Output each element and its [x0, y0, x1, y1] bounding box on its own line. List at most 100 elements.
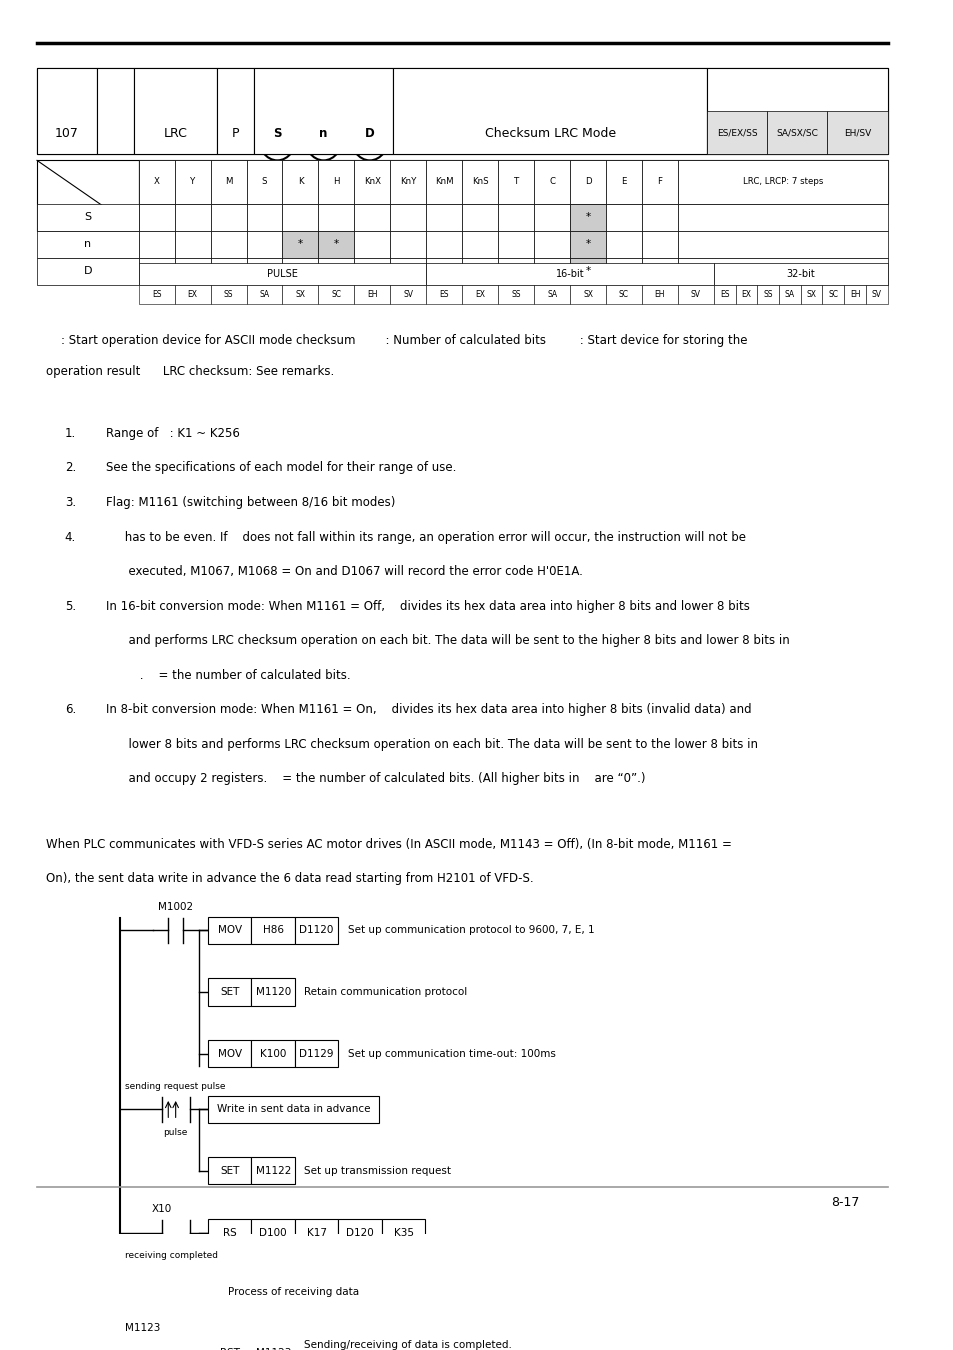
- Text: H: H: [333, 177, 339, 186]
- Bar: [641, 258, 678, 285]
- Text: EX: EX: [475, 290, 485, 298]
- Text: SX: SX: [805, 290, 816, 298]
- Bar: [246, 258, 282, 285]
- Bar: [252, 917, 294, 944]
- Text: ES: ES: [720, 290, 729, 298]
- Bar: [354, 161, 390, 204]
- Text: operation result      LRC checksum: See remarks.: operation result LRC checksum: See remar…: [46, 366, 335, 378]
- Bar: [843, 285, 865, 304]
- Bar: [294, 1040, 338, 1068]
- Bar: [208, 1157, 252, 1184]
- Text: : Start operation device for ASCII mode checksum        : Number of calculated b: : Start operation device for ASCII mode …: [46, 335, 747, 347]
- Text: D120: D120: [346, 1227, 374, 1238]
- Bar: [497, 285, 534, 304]
- Text: SC: SC: [618, 290, 628, 298]
- Text: *: *: [297, 239, 303, 250]
- Text: EH: EH: [367, 290, 377, 298]
- Text: See the specifications of each model for their range of use.: See the specifications of each model for…: [106, 462, 456, 474]
- Bar: [254, 68, 393, 154]
- Bar: [426, 258, 462, 285]
- Text: PULSE: PULSE: [267, 269, 297, 279]
- Bar: [800, 285, 821, 304]
- Text: SV: SV: [871, 290, 881, 298]
- Text: D100: D100: [259, 1227, 287, 1238]
- Text: S: S: [273, 127, 281, 140]
- Text: EX: EX: [188, 290, 197, 298]
- Text: EH/SV: EH/SV: [843, 128, 870, 138]
- Text: ES: ES: [152, 290, 161, 298]
- Text: EH: EH: [849, 290, 860, 298]
- Text: pulse: pulse: [163, 1127, 188, 1137]
- Bar: [426, 231, 462, 258]
- Bar: [318, 285, 354, 304]
- Text: In 16-bit conversion mode: When M1161 = Off,    divides its hex data area into h: In 16-bit conversion mode: When M1161 = …: [106, 599, 749, 613]
- Bar: [208, 1040, 252, 1068]
- Text: Retain communication protocol: Retain communication protocol: [304, 987, 467, 996]
- Bar: [390, 285, 426, 304]
- Bar: [390, 258, 426, 285]
- Bar: [678, 285, 713, 304]
- Bar: [534, 204, 570, 231]
- Text: RS: RS: [223, 1227, 236, 1238]
- Text: S: S: [261, 177, 267, 186]
- Text: LRC, LRCP: 7 steps: LRC, LRCP: 7 steps: [741, 177, 822, 186]
- Text: SV: SV: [403, 290, 413, 298]
- Text: X10: X10: [152, 1204, 172, 1214]
- Bar: [605, 258, 641, 285]
- Bar: [252, 1040, 294, 1068]
- Bar: [208, 1096, 378, 1123]
- Bar: [462, 285, 497, 304]
- Text: SS: SS: [224, 290, 233, 298]
- Bar: [211, 204, 246, 231]
- Bar: [294, 1219, 338, 1246]
- Bar: [678, 204, 886, 231]
- Bar: [37, 68, 886, 111]
- Bar: [641, 204, 678, 231]
- Bar: [338, 1219, 381, 1246]
- Bar: [211, 161, 246, 204]
- Text: KnS: KnS: [472, 177, 488, 186]
- Bar: [138, 285, 174, 304]
- Bar: [174, 204, 211, 231]
- Text: D: D: [584, 177, 591, 186]
- Bar: [426, 285, 462, 304]
- Text: SS: SS: [511, 290, 520, 298]
- Text: Write in sent data in advance: Write in sent data in advance: [216, 1104, 370, 1114]
- Bar: [641, 161, 678, 204]
- Bar: [534, 285, 570, 304]
- Text: K35: K35: [394, 1227, 414, 1238]
- Bar: [534, 231, 570, 258]
- Bar: [390, 161, 426, 204]
- Text: On), the sent data write in advance the 6 data read starting from H2101 of VFD-S: On), the sent data write in advance the …: [46, 872, 534, 886]
- Text: H86: H86: [262, 925, 283, 936]
- Text: 16-bit: 16-bit: [556, 269, 584, 279]
- Bar: [246, 161, 282, 204]
- Text: Sending/receiving of data is completed.: Sending/receiving of data is completed.: [304, 1339, 512, 1350]
- Bar: [318, 204, 354, 231]
- Text: D1129: D1129: [299, 1049, 334, 1058]
- Bar: [713, 285, 735, 304]
- Text: ES/EX/SS: ES/EX/SS: [717, 128, 757, 138]
- Text: .    = the number of calculated bits.: . = the number of calculated bits.: [106, 668, 351, 682]
- Bar: [217, 68, 254, 154]
- Bar: [354, 204, 390, 231]
- Text: D1120: D1120: [299, 925, 334, 936]
- Text: 6.: 6.: [65, 703, 76, 717]
- Text: SA: SA: [546, 290, 557, 298]
- Bar: [282, 161, 318, 204]
- Text: M1123: M1123: [125, 1323, 160, 1332]
- Text: 1.: 1.: [65, 427, 76, 440]
- Text: SS: SS: [762, 290, 772, 298]
- Bar: [37, 231, 138, 258]
- Bar: [393, 68, 706, 154]
- Bar: [208, 979, 252, 1006]
- Text: Y: Y: [190, 177, 195, 186]
- Text: 5.: 5.: [65, 599, 76, 613]
- Bar: [497, 258, 534, 285]
- Bar: [497, 231, 534, 258]
- Bar: [37, 161, 138, 231]
- Bar: [641, 285, 678, 304]
- Text: LRC: LRC: [164, 127, 188, 140]
- Text: MOV: MOV: [217, 925, 241, 936]
- Bar: [252, 979, 294, 1006]
